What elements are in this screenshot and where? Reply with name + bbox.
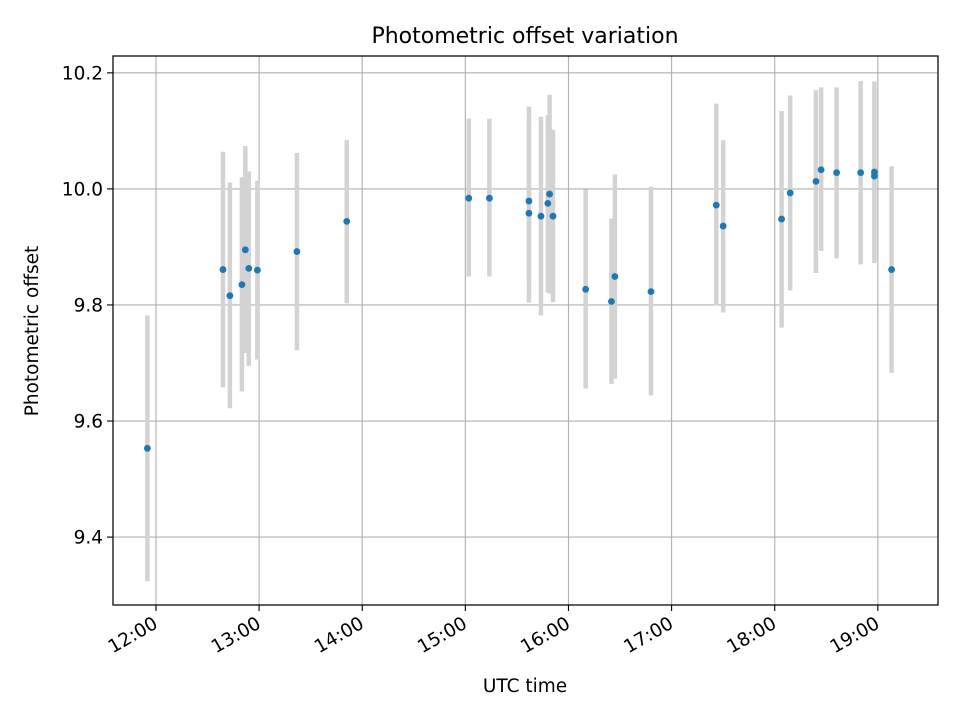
data-point <box>812 177 820 185</box>
y-tick-label: 9.6 <box>74 412 103 433</box>
data-point <box>525 209 533 217</box>
data-point <box>608 298 615 305</box>
data-point <box>343 217 351 225</box>
data-point <box>226 292 234 300</box>
data-point <box>611 273 619 280</box>
data-point <box>544 200 552 207</box>
data-point <box>647 288 655 296</box>
data-point <box>871 172 878 180</box>
data-point <box>817 166 825 174</box>
data-point <box>293 248 301 255</box>
plot-frame <box>112 55 939 606</box>
data-point <box>888 266 895 273</box>
x-axis-label: UTC time <box>483 676 567 697</box>
data-point <box>786 189 794 197</box>
data-point <box>537 212 545 220</box>
data-point <box>857 169 865 177</box>
data-point <box>253 266 261 274</box>
y-tick-label: 9.4 <box>74 528 103 549</box>
y-tick-label: 10.0 <box>62 179 103 200</box>
y-axis-label: Photometric offset <box>22 246 43 417</box>
data-point <box>245 265 253 272</box>
data-point <box>719 222 727 230</box>
data-point <box>525 197 533 205</box>
data-point <box>582 285 590 293</box>
data-point <box>238 281 246 289</box>
data-point <box>833 169 840 177</box>
data-point <box>241 246 249 254</box>
chart-title: Photometric offset variation <box>371 24 678 49</box>
data-point <box>465 194 473 202</box>
data-point <box>219 266 227 273</box>
y-tick-label: 9.8 <box>74 295 103 316</box>
data-point <box>546 190 553 198</box>
y-tick-label: 10.2 <box>62 63 103 84</box>
data-point <box>143 444 151 452</box>
data-point <box>778 215 785 223</box>
y-axis-ticks: 9.4 9.6 9.8 10.0 10.2 <box>62 63 113 549</box>
data-point <box>486 194 493 202</box>
data-point <box>549 212 557 220</box>
data-point <box>712 201 720 209</box>
data-points <box>143 166 895 452</box>
